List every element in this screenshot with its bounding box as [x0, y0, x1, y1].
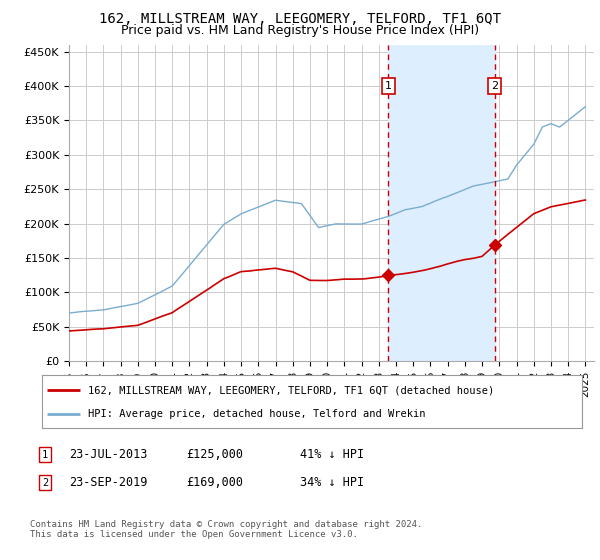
- Text: 23-SEP-2019: 23-SEP-2019: [69, 476, 148, 489]
- Text: 2: 2: [42, 478, 48, 488]
- Text: Price paid vs. HM Land Registry's House Price Index (HPI): Price paid vs. HM Land Registry's House …: [121, 24, 479, 36]
- Text: Contains HM Land Registry data © Crown copyright and database right 2024.
This d: Contains HM Land Registry data © Crown c…: [30, 520, 422, 539]
- Text: 23-JUL-2013: 23-JUL-2013: [69, 448, 148, 461]
- Text: 2: 2: [491, 81, 498, 91]
- Text: 162, MILLSTREAM WAY, LEEGOMERY, TELFORD, TF1 6QT (detached house): 162, MILLSTREAM WAY, LEEGOMERY, TELFORD,…: [88, 385, 494, 395]
- Text: 34% ↓ HPI: 34% ↓ HPI: [300, 476, 364, 489]
- Text: HPI: Average price, detached house, Telford and Wrekin: HPI: Average price, detached house, Telf…: [88, 409, 425, 419]
- Text: 162, MILLSTREAM WAY, LEEGOMERY, TELFORD, TF1 6QT: 162, MILLSTREAM WAY, LEEGOMERY, TELFORD,…: [99, 12, 501, 26]
- Text: 1: 1: [385, 81, 392, 91]
- Text: £169,000: £169,000: [186, 476, 243, 489]
- Text: £125,000: £125,000: [186, 448, 243, 461]
- Text: 41% ↓ HPI: 41% ↓ HPI: [300, 448, 364, 461]
- Text: 1: 1: [42, 450, 48, 460]
- Bar: [388, 45, 494, 361]
